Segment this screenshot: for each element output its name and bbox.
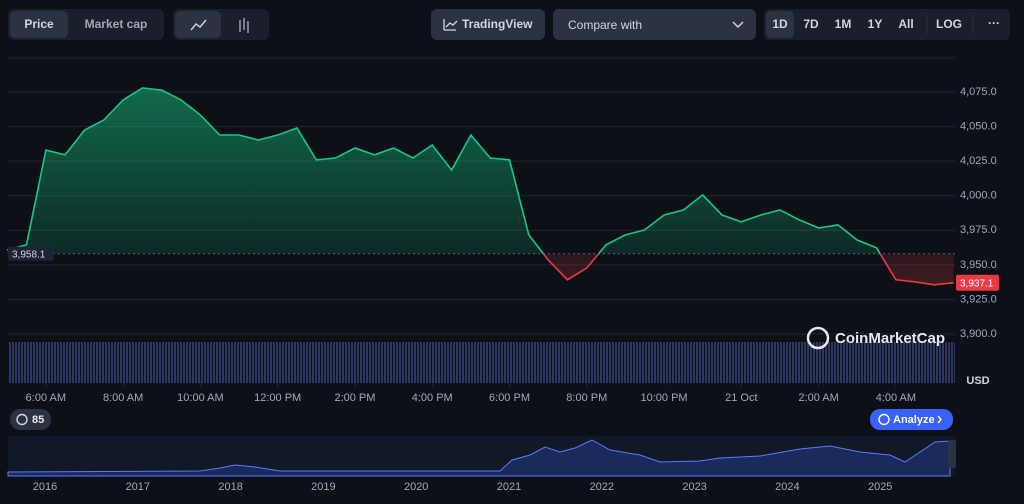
range-button[interactable]: 7D [803, 17, 819, 31]
x-tick-label: 8:00 PM [566, 392, 607, 404]
tab-market-cap[interactable]: Market cap [85, 17, 148, 31]
x-tick-label: 21 Oct [725, 392, 757, 404]
x-tick-label: 4:00 PM [412, 392, 453, 404]
line-type-button[interactable] [175, 11, 221, 38]
watermark-logo [806, 326, 830, 350]
chevron [937, 415, 942, 424]
open-price-label: 3,958.1 [12, 249, 46, 260]
tab-active[interactable] [10, 11, 68, 38]
navigator-handle[interactable] [948, 440, 956, 468]
x-tick-label: 12:00 PM [254, 392, 301, 404]
x-tick-label: 2:00 AM [798, 392, 838, 404]
year-label: 2019 [311, 481, 335, 493]
navigator [8, 436, 955, 476]
year-label: 2020 [404, 481, 428, 493]
open-price-badge [8, 246, 54, 261]
more-button[interactable]: ··· [988, 16, 1000, 30]
range-button[interactable]: 1D [772, 17, 788, 31]
year-label: 2025 [868, 481, 892, 493]
x-tick-label: 4:00 AM [876, 392, 916, 404]
year-label: 2017 [126, 481, 150, 493]
range-button[interactable]: All [898, 17, 913, 31]
range-button[interactable]: 1M [835, 17, 852, 31]
year-label: 2018 [218, 481, 242, 493]
x-tick-label: 6:00 AM [26, 392, 66, 404]
watermark: CoinMarketCap [835, 330, 945, 347]
analyze-icon [878, 413, 890, 426]
tv-icon [443, 19, 458, 31]
log-button[interactable]: LOG [936, 17, 962, 31]
analyze-label[interactable]: Analyze [893, 414, 935, 426]
dropdown-icon [732, 21, 744, 29]
range-toggle [764, 9, 1010, 40]
compare-select[interactable] [553, 9, 756, 40]
y-tick-label: 4,000.0 [960, 190, 997, 202]
range-button[interactable]: 1Y [868, 17, 883, 31]
y-tick-label: 3,950.0 [960, 259, 997, 271]
year-label: 2016 [33, 481, 57, 493]
history-icon [16, 413, 28, 426]
y-tick-label: 4,050.0 [960, 121, 997, 133]
price-line [6, 87, 954, 286]
year-label: 2022 [590, 481, 614, 493]
volume-bars [8, 342, 955, 383]
candle-icon[interactable] [239, 18, 249, 33]
x-tick-label: 10:00 AM [177, 392, 223, 404]
tradingview-button[interactable] [431, 9, 545, 40]
last-price-badge [956, 274, 999, 291]
compare-label[interactable]: Compare with [568, 18, 642, 32]
y-tick-label: 3,975.0 [960, 224, 997, 236]
y-unit: USD [966, 375, 989, 387]
navigator-area [7, 439, 951, 477]
y-tick-label: 3,925.0 [960, 293, 997, 305]
count-badge[interactable] [10, 409, 51, 430]
y-tick-label: 3,900.0 [960, 328, 997, 340]
year-label: 2021 [497, 481, 521, 493]
last-price-label: 3,937.1 [960, 278, 994, 289]
year-label: 2024 [775, 481, 799, 493]
x-tick-label: 2:00 PM [334, 392, 375, 404]
count-label[interactable]: 85 [32, 414, 44, 426]
line-icon [190, 19, 207, 31]
year-label: 2023 [682, 481, 706, 493]
x-tick-label: 10:00 PM [641, 392, 688, 404]
price-area [7, 88, 954, 285]
range-active[interactable] [766, 11, 794, 38]
x-tick-label: 8:00 AM [103, 392, 143, 404]
tab-price[interactable]: Price [24, 17, 54, 31]
y-tick-label: 4,025.0 [960, 155, 997, 167]
tradingview-label[interactable]: TradingView [462, 17, 533, 31]
analyze-button[interactable] [870, 409, 953, 430]
y-tick-label: 4,075.0 [960, 86, 997, 98]
x-tick-label: 6:00 PM [489, 392, 530, 404]
